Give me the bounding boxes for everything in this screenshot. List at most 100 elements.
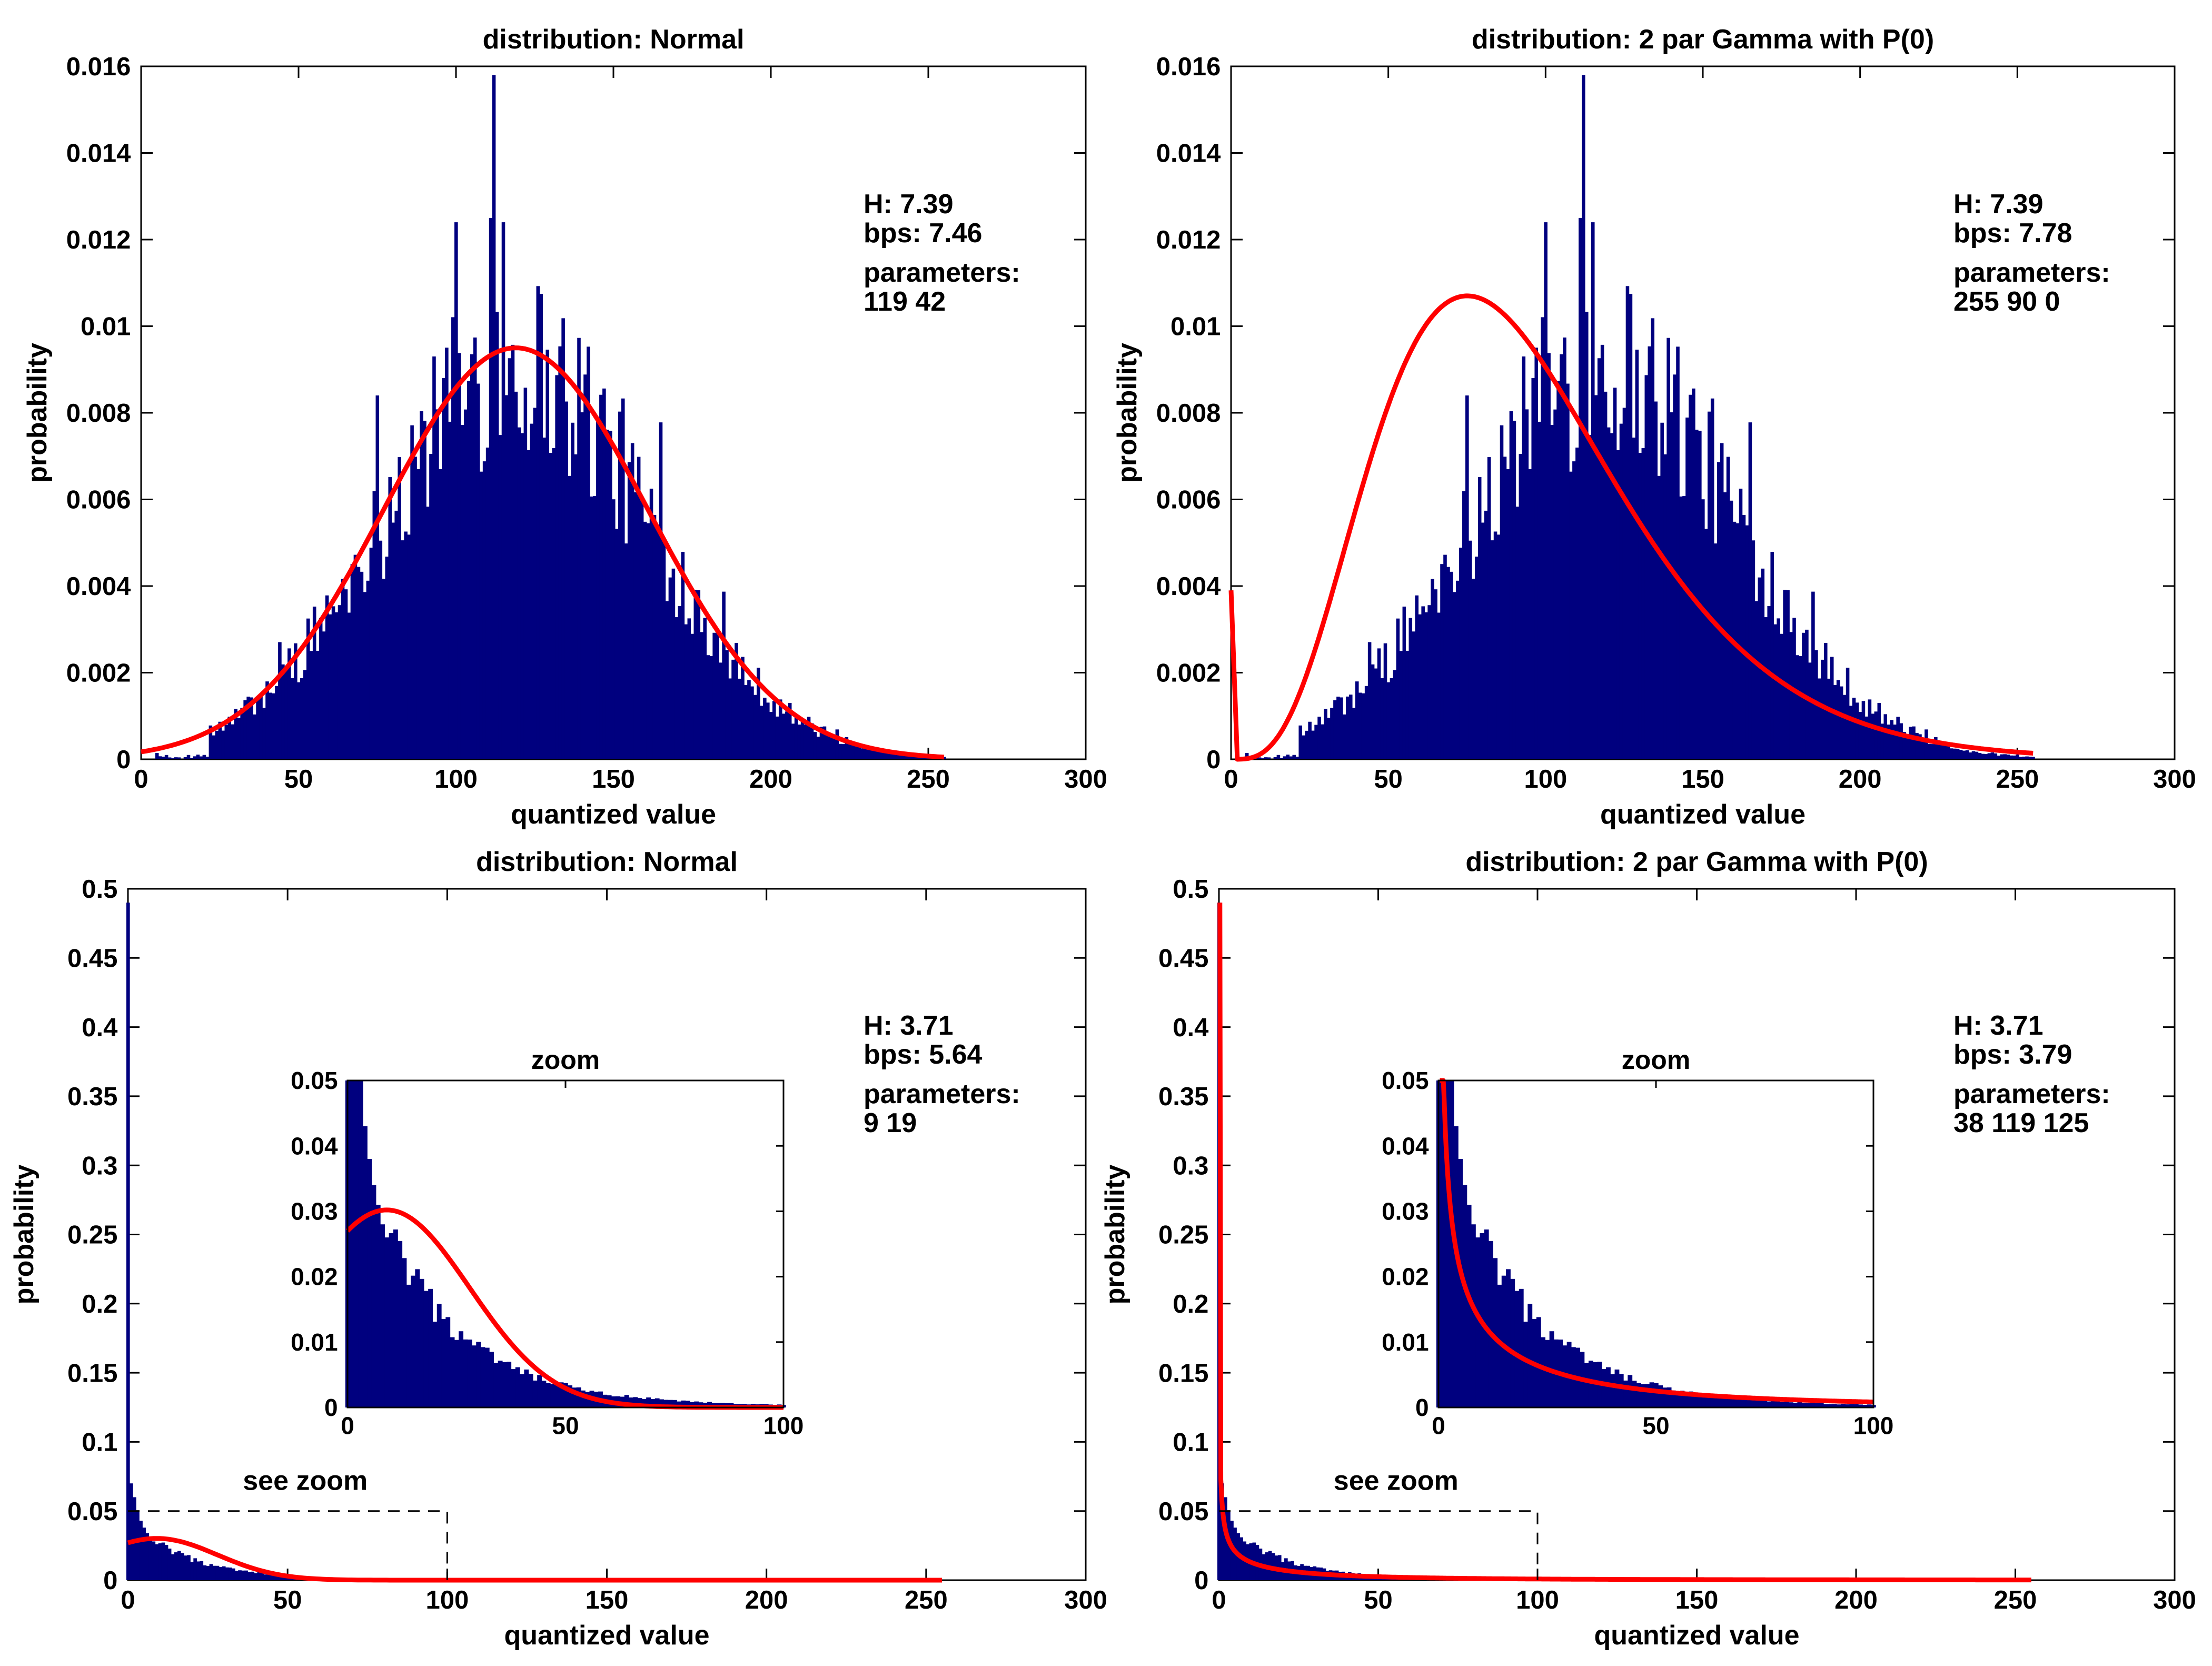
histogram-bar [338,605,342,759]
x-tick-label: 100 [1516,1586,1559,1614]
histogram-bar [706,655,710,759]
y-tick-label: 0.02 [291,1263,338,1291]
y-tick-label: 0.25 [1158,1221,1208,1250]
histogram-bar [1497,1284,1502,1407]
histogram-bar [177,1551,181,1580]
histogram-bar [624,1395,629,1407]
x-tick-label: 200 [749,765,792,794]
x-axis-label: quantized value [1594,1620,1799,1651]
histogram-bar [741,657,745,759]
histogram-bar [193,1558,197,1580]
x-tick-label: 100 [425,1586,469,1614]
histogram-bar [1751,540,1755,759]
histogram-bar [637,1398,642,1407]
histogram-bar [618,411,622,759]
histogram-bar [1415,595,1419,759]
histogram-bar [1990,752,1995,759]
histogram-bar [841,744,846,759]
histogram-bar [886,751,889,759]
histogram-bar [1441,1080,1445,1407]
histogram-bar [698,1402,703,1407]
histogram-bar [514,391,518,759]
y-tick-label: 0.01 [1171,313,1221,341]
histogram-bar [1978,753,1982,759]
histogram-bar [240,708,244,759]
x-tick-label: 150 [586,1586,629,1614]
histogram-bar [744,685,748,759]
histogram-bar [394,510,398,759]
histogram-bar [1276,755,1281,759]
histogram-bar [1814,1403,1820,1407]
histogram-bar [1719,1397,1724,1407]
histogram-bar [222,1566,226,1580]
histogram-bar [450,1337,455,1407]
histogram-bar [227,717,232,759]
histogram-bar [568,475,571,759]
histogram-bar [719,662,722,759]
histogram-bar [813,731,817,759]
histogram-bar [1830,657,1834,759]
histogram-bar [826,732,830,759]
histogram-bar [1431,579,1434,759]
histogram-bar [1788,1402,1793,1407]
histogram-bar [606,430,609,759]
histogram-bar [542,438,547,759]
histogram-bar [1833,685,1837,759]
chart-title: distribution: Normal [483,24,745,55]
histogram-bar [550,1384,555,1407]
histogram-bar [1710,1396,1715,1407]
histogram-bar [1519,454,1523,759]
histogram-bar [1717,462,1721,759]
histogram-bar [228,1568,232,1580]
histogram-bar [621,398,625,759]
y-tick-label: 0.01 [81,313,131,341]
histogram-bar [476,1342,481,1407]
x-axis-label: quantized value [504,1620,709,1651]
histogram-bar [1821,659,1824,759]
histogram-bar [482,461,487,759]
histogram-bar [1704,529,1708,759]
histogram-bar [580,412,584,759]
histogram-bar [671,568,676,759]
histogram-bar [1688,1391,1693,1407]
histogram-bar [528,1374,533,1407]
histogram-bar [1839,686,1843,759]
histogram-bar [630,443,634,759]
histogram-bar [1823,1404,1828,1407]
x-tick-label: 150 [1681,765,1724,794]
histogram-bar [1308,721,1312,759]
chart-title: distribution: 2 par Gamma with P(0) [1465,847,1928,877]
y-tick-label: 0.04 [291,1132,338,1159]
histogram-bar [694,1401,699,1407]
histogram-bar [876,750,880,759]
histogram-bar [384,1237,390,1407]
histogram-bar [1509,411,1513,759]
histogram-bar [448,421,452,759]
histogram-bar [142,1528,146,1580]
histogram-bar [1547,353,1551,759]
x-tick-label: 50 [1364,1586,1393,1614]
histogram-bar [1531,378,1535,759]
x-tick-label: 150 [592,765,635,794]
histogram-bar [778,699,782,759]
histogram-bar [1723,492,1727,759]
histogram-bar [1453,592,1456,759]
histogram-bar [358,1080,363,1407]
y-tick-label: 0 [1415,1394,1429,1421]
histogram-bar [1383,643,1387,759]
histogram-bar [1597,358,1601,759]
histogram-bar [1358,692,1362,759]
histogram-bar [2019,757,2022,759]
y-tick-label: 0.016 [66,53,131,81]
histogram-bar [202,755,206,759]
histogram-bar [360,571,364,759]
histogram-bar [1613,388,1617,759]
x-tick-label: 50 [1642,1412,1669,1440]
histogram-bar [1987,753,1991,759]
histogram-bar [889,753,892,759]
x-tick-label: 50 [552,1412,579,1440]
histogram-bar [1849,706,1853,759]
histogram-bar [1628,1375,1633,1407]
histogram-bar [804,725,808,759]
histogram-bar [257,1572,261,1580]
